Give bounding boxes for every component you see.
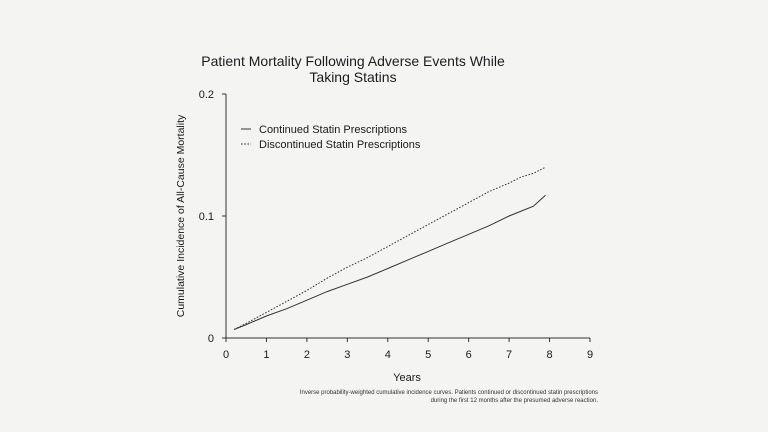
- chart-footnote: Inverse probability-weighted cumulative …: [299, 390, 598, 404]
- legend-label-2: Discontinued Statin Prescriptions: [259, 139, 421, 151]
- y-tick-label: 0.1: [199, 211, 214, 223]
- y-tick-label: 0.2: [199, 89, 214, 101]
- legend-label-1: Continued Statin Prescriptions: [259, 124, 407, 136]
- series-line-2: [233, 166, 546, 330]
- y-tick-label: 0: [208, 333, 214, 345]
- chart-title: Patient Mortality Following Adverse Even…: [201, 53, 505, 85]
- x-tick-label: 9: [587, 349, 593, 361]
- legend: Continued Statin Prescriptions Discontinu…: [241, 124, 421, 151]
- x-tick-label: 3: [344, 349, 350, 361]
- y-axis-label: Cumulative Incidence of All-Cause Mortal…: [175, 114, 187, 317]
- series-line-1: [233, 194, 546, 330]
- x-tick-label: 8: [546, 349, 552, 361]
- x-tick-label: 1: [263, 349, 269, 361]
- series-lines: [233, 166, 546, 330]
- x-axis-label: Years: [393, 372, 421, 384]
- x-tick-label: 5: [425, 349, 431, 361]
- x-tick-label: 6: [466, 349, 472, 361]
- x-tick-label: 0: [223, 349, 229, 361]
- x-tick-label: 7: [506, 349, 512, 361]
- x-tick-label: 2: [304, 349, 310, 361]
- x-tick-label: 4: [385, 349, 391, 361]
- axes: 0 1 2 3 4 5 6 7 8 9 0 0.1 0.2: [199, 89, 593, 361]
